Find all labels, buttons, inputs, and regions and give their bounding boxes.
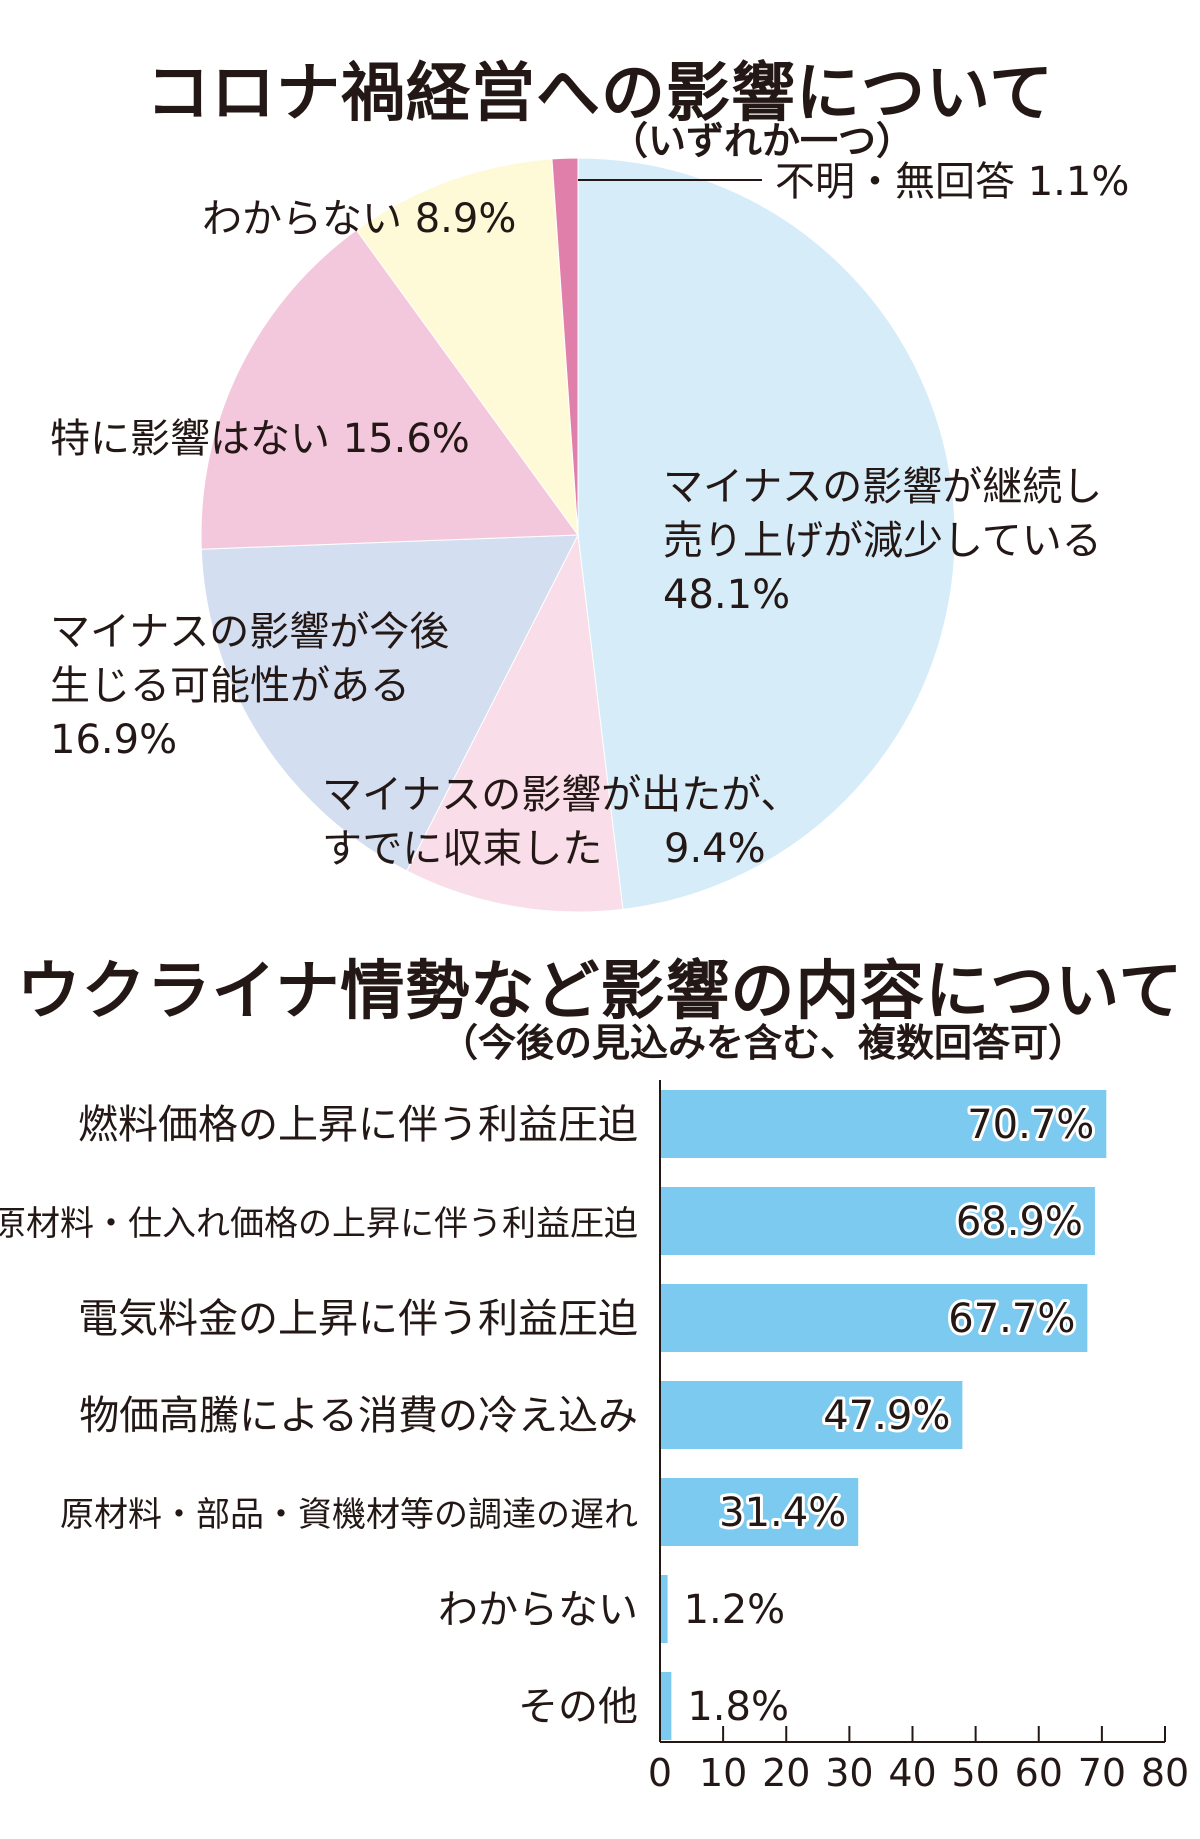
bar (660, 1672, 672, 1740)
bar-category-label: その他 (518, 1684, 638, 1730)
bar-category-label: 電気料金の上昇に伴う利益圧迫 (78, 1296, 638, 1342)
pie-slice-no-impact (200, 229, 579, 550)
pie-slice-future-possible (200, 534, 579, 872)
x-tick-label: 50 (951, 1751, 999, 1795)
bar (660, 1284, 1088, 1352)
pie-label-unknown: わからない 8.9% (202, 196, 516, 242)
x-tick-label: 0 (648, 1751, 672, 1795)
pie-label-no-answer: 不明・無回答 1.1% (775, 159, 1129, 205)
bar-category-label: 燃料価格の上昇に伴う利益圧迫 (78, 1102, 638, 1148)
bar-chart-subtitle: （今後の見込みを含む、複数回答可） (440, 1021, 1087, 1065)
bar (660, 1090, 1107, 1158)
x-tick-label: 60 (1015, 1751, 1063, 1795)
pie-label-text: マイナスの影響が出たが、 (322, 772, 800, 818)
pie-label-text: 不明・無回答 1.1% (775, 159, 1129, 205)
bar-value-label: 1.2% (684, 1587, 786, 1633)
x-tick-label: 40 (888, 1751, 936, 1795)
bar-category-label: 原材料・部品・資機材等の調達の遅れ (60, 1495, 638, 1535)
pie-slice-unknown (355, 158, 579, 537)
pie-label-text: すでに収束した (322, 826, 602, 872)
x-tick-label: 80 (1141, 1751, 1189, 1795)
bar (660, 1575, 668, 1643)
pie-value-label: 16.9% (50, 717, 177, 763)
bar-value-label: 70.7% (967, 1102, 1094, 1148)
bar (660, 1381, 963, 1449)
pie-slice-resolved (406, 533, 624, 913)
bar-category-label: わからない (438, 1587, 638, 1633)
bar-category-label: 物価高騰による消費の冷え込み (79, 1393, 638, 1439)
pie-label-text: 特に影響はない 15.6% (50, 416, 470, 462)
x-tick-label: 10 (699, 1751, 747, 1795)
pie-chart-subtitle: （いずれか一つ） (610, 119, 915, 163)
x-tick-label: 30 (825, 1751, 873, 1795)
pie-slice-continuing-decline (577, 157, 956, 910)
pie-value-label: 9.4% (664, 826, 766, 872)
bar-value-label: 47.9% (823, 1393, 950, 1439)
x-tick-label: 70 (1078, 1751, 1126, 1795)
pie-slice-no-answer (551, 157, 579, 536)
bar-value-label: 31.4% (719, 1490, 846, 1536)
bar (660, 1187, 1095, 1255)
pie-label-text: 生じる可能性がある (50, 663, 410, 709)
bar-value-label: 67.7% (948, 1296, 1075, 1342)
x-tick-label: 20 (762, 1751, 810, 1795)
bar-value-label: 1.8% (687, 1684, 789, 1730)
bar (660, 1478, 859, 1546)
pie-label-text: マイナスの影響が継続し (663, 464, 1102, 510)
pie-label-no-impact: 特に影響はない 15.6% (50, 416, 470, 462)
pie-label-resolved: マイナスの影響が出たが、すでに収束した 9.4% (322, 772, 800, 872)
bar-value-label: 68.9% (956, 1199, 1083, 1245)
pie-value-label: 48.1% (663, 572, 790, 618)
bar-category-label: 原材料・仕入れ価格の上昇に伴う利益圧迫 (0, 1204, 638, 1244)
pie-chart-title: コロナ禍経営への影響について (145, 57, 1055, 131)
bar-chart-title: ウクライナ情勢など影響の内容について (16, 955, 1184, 1029)
pie-label-text: 売り上げが減少している (663, 518, 1102, 564)
pie-label-text: わからない 8.9% (202, 196, 516, 242)
pie-label-text: マイナスの影響が今後 (50, 609, 449, 655)
